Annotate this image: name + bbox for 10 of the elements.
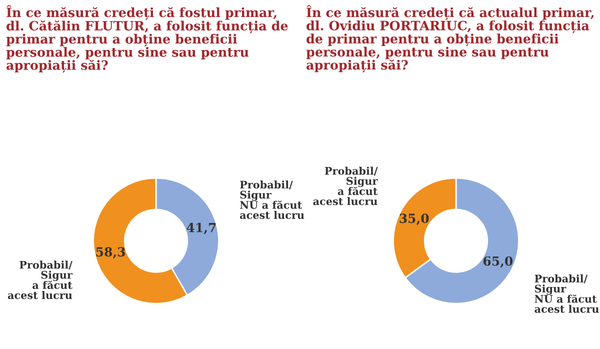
data-label: 58,3	[96, 247, 125, 258]
chart-title: În ce măsură credeți că actualul primar, dl. Ovidiu PORTARIUC, a folosit funcția de primar pentru a obține beneficii personale, pentru sine sau pentru apropiații săi?	[306, 5, 594, 72]
slice-label: Probabil/ Sigur a făcut acest lucru	[8, 260, 73, 300]
chart-title: În ce măsură credeți că fostul primar, dl. Cătălin FLUTUR, a folosit funcția de primar pentru a obține beneficii personale, pentru sine sau pentru apropiații săi?	[6, 5, 288, 73]
data-label: 41,7	[186, 222, 216, 234]
data-label: 35,0	[400, 214, 429, 225]
data-label: 65,0	[483, 256, 513, 268]
slice-label: Probabil/ Sigur a făcut acest lucru	[313, 166, 378, 206]
slice-label: Probabil/ Sigur NU a făcut acest lucru	[534, 274, 599, 313]
slice-label: Probabil/ Sigur NU a făcut acest lucru	[240, 180, 304, 219]
